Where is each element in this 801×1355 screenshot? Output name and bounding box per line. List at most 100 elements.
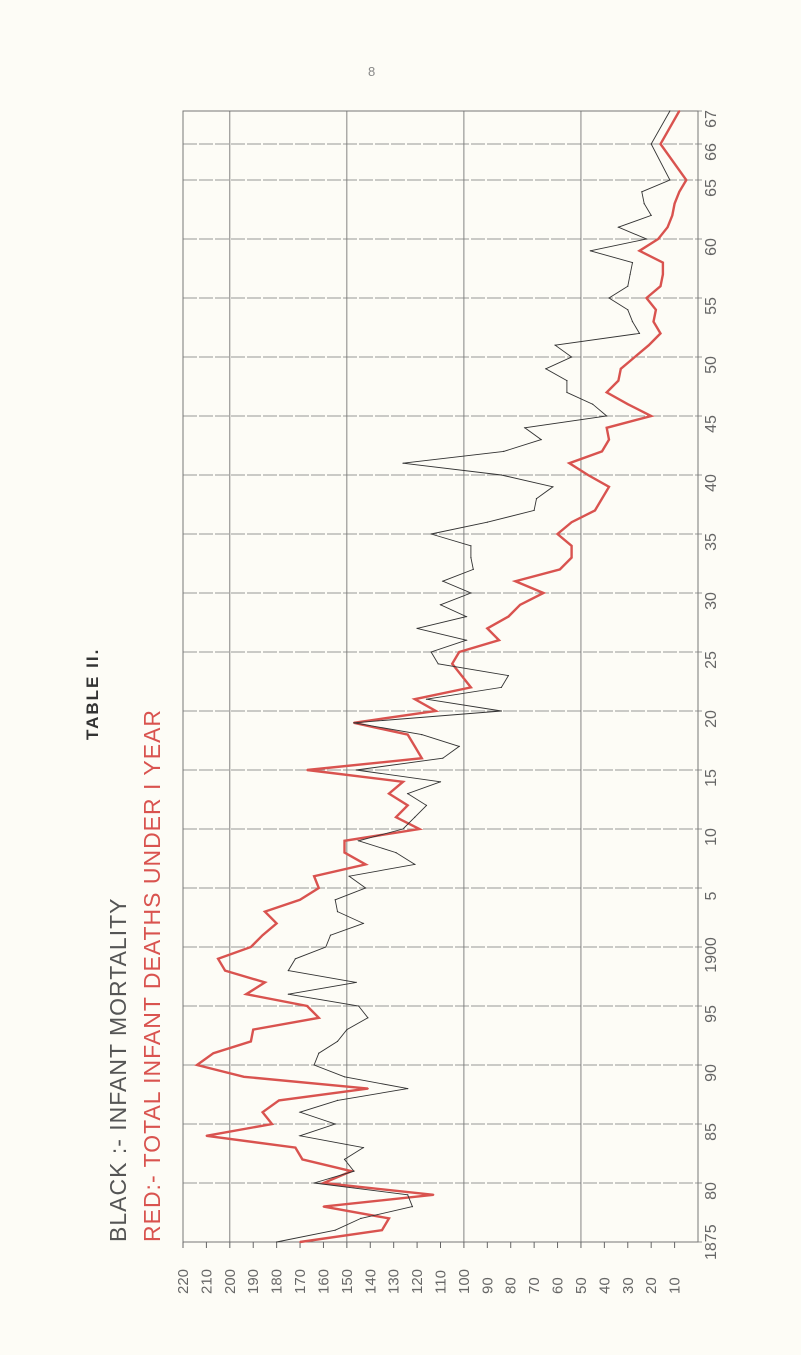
value-tick-label: 170 — [292, 1269, 309, 1294]
data-point-infant-mortality — [367, 1017, 369, 1019]
value-tick-label: 180 — [269, 1269, 286, 1294]
data-point-infant-mortality — [627, 285, 629, 287]
year-tick-label: 50 — [703, 356, 720, 374]
data-point-total-deaths — [645, 297, 648, 299]
data-point-total-deaths — [196, 1064, 198, 1066]
data-point-total-deaths — [322, 1205, 325, 1208]
data-point-total-deaths — [217, 957, 220, 960]
legend-black: BLACK :- INFANT MORTALITY — [105, 897, 131, 1242]
data-point-total-deaths — [678, 190, 681, 193]
data-point-total-deaths — [617, 379, 620, 382]
value-tick-label: 50 — [573, 1277, 590, 1294]
data-point-infant-mortality — [425, 698, 428, 700]
data-point-infant-mortality — [645, 238, 648, 240]
data-point-total-deaths — [306, 1005, 308, 1007]
data-point-infant-mortality — [294, 958, 296, 960]
data-point-infant-mortality — [343, 1158, 346, 1160]
data-point-infant-mortality — [472, 568, 474, 571]
year-tick-label: 20 — [703, 710, 720, 728]
plot-frame — [182, 110, 699, 1243]
data-point-infant-mortality — [570, 356, 573, 358]
data-point-infant-mortality — [592, 403, 594, 405]
data-point-total-deaths — [271, 1123, 273, 1125]
data-point-total-deaths — [556, 533, 559, 535]
data-point-infant-mortality — [500, 710, 502, 712]
year-tick-label: 95 — [703, 1005, 720, 1023]
data-point-total-deaths — [367, 1087, 369, 1090]
data-point-total-deaths — [322, 1182, 325, 1184]
value-tick-label: 200 — [222, 1269, 239, 1294]
data-point-total-deaths — [406, 804, 409, 807]
data-point-total-deaths — [242, 1075, 245, 1078]
data-point-total-deaths — [278, 1099, 280, 1102]
data-point-infant-mortality — [650, 143, 652, 145]
data-point-total-deaths — [498, 639, 500, 642]
data-point-total-deaths — [542, 592, 545, 594]
data-point-total-deaths — [420, 757, 423, 760]
data-point-infant-mortality — [299, 1111, 301, 1113]
data-point-infant-mortality — [414, 816, 416, 818]
data-point-total-deaths — [205, 1134, 208, 1137]
data-point-total-deaths — [299, 1241, 301, 1243]
data-point-total-deaths — [605, 426, 608, 429]
value-tick-label: 120 — [409, 1269, 426, 1294]
data-point-total-deaths — [224, 969, 227, 972]
data-point-infant-mortality — [287, 993, 289, 995]
year-tick-label: 5 — [703, 891, 720, 900]
data-point-total-deaths — [275, 922, 278, 925]
data-point-infant-mortality — [276, 1241, 278, 1243]
data-point-infant-mortality — [334, 899, 336, 901]
data-point-total-deaths — [608, 485, 610, 488]
data-point-infant-mortality — [545, 368, 547, 370]
value-tick-label: 150 — [339, 1269, 356, 1294]
year-tick-label: 10 — [703, 828, 720, 846]
data-point-infant-mortality — [442, 580, 444, 582]
data-point-infant-mortality — [535, 498, 538, 500]
year-tick-label: 60 — [703, 238, 720, 256]
data-point-total-deaths — [568, 462, 571, 465]
series-lines — [194, 110, 688, 1244]
data-point-total-deaths — [434, 710, 437, 712]
year-tick-label: 15 — [703, 769, 720, 787]
data-point-infant-mortality — [465, 639, 467, 641]
value-tick-label: 30 — [620, 1277, 637, 1294]
value-tick-label: 160 — [315, 1269, 332, 1294]
data-point-infant-mortality — [437, 663, 439, 665]
year-tick-label: 40 — [703, 474, 720, 492]
data-point-infant-mortality — [554, 344, 556, 346]
value-tick-label: 60 — [550, 1277, 567, 1294]
data-point-total-deaths — [661, 261, 664, 264]
data-point-infant-mortality — [355, 981, 357, 984]
data-point-total-deaths — [317, 1016, 320, 1019]
data-point-infant-mortality — [336, 911, 339, 913]
data-point-infant-mortality — [458, 745, 460, 748]
data-point-infant-mortality — [414, 863, 416, 866]
page-number: 8 — [368, 64, 375, 79]
data-point-infant-mortality — [299, 1135, 301, 1137]
year-tick-label: 67 — [703, 110, 720, 128]
data-point-infant-mortality — [353, 722, 355, 724]
data-point-infant-mortality — [629, 273, 631, 275]
data-point-infant-mortality — [589, 250, 591, 252]
data-point-total-deaths — [519, 603, 521, 606]
data-point-infant-mortality — [313, 1182, 315, 1184]
value-tick-label: 80 — [503, 1277, 520, 1294]
data-point-total-deaths — [661, 273, 664, 276]
data-point-total-deaths — [652, 320, 655, 323]
data-point-infant-mortality — [334, 1229, 336, 1231]
data-point-infant-mortality — [439, 781, 442, 783]
data-point-total-deaths — [294, 1146, 297, 1149]
data-point-infant-mortality — [669, 179, 671, 181]
data-point-infant-mortality — [641, 191, 643, 193]
series-line-infant-mortality — [276, 110, 671, 1243]
data-point-infant-mortality — [407, 793, 409, 795]
data-point-infant-mortality — [540, 439, 542, 441]
data-point-infant-mortality — [552, 486, 554, 488]
data-point-infant-mortality — [439, 604, 442, 606]
legend-red: RED:- TOTAL INFANT DEATHS UNDER I YEAR — [139, 709, 165, 1242]
data-point-total-deaths — [413, 745, 416, 748]
data-point-total-deaths — [381, 1229, 383, 1232]
data-point-total-deaths — [264, 981, 266, 984]
data-point-total-deaths — [657, 238, 660, 240]
data-point-total-deaths — [470, 686, 472, 689]
